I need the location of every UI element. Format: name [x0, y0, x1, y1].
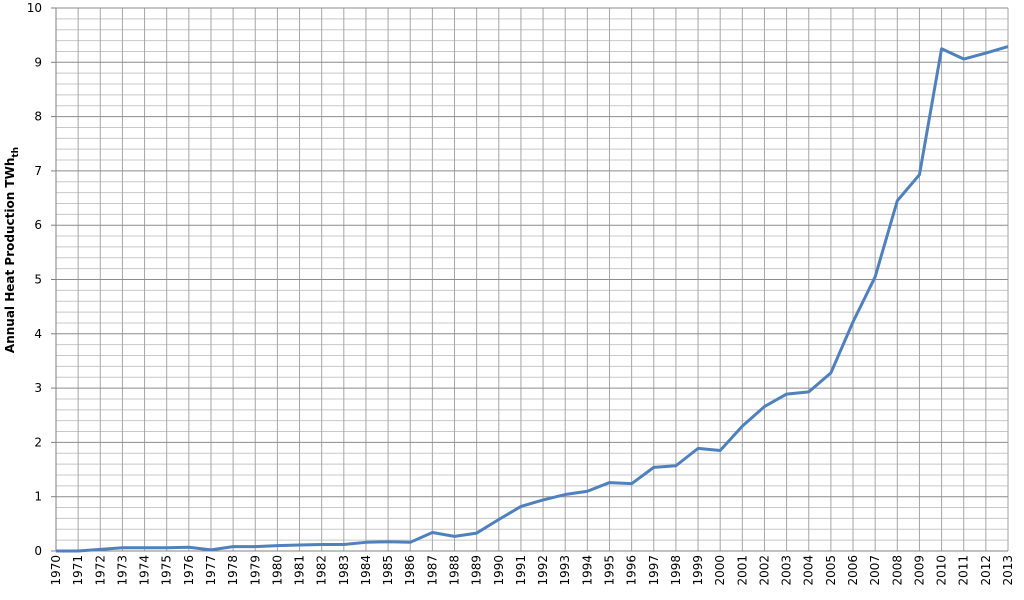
x-tick-label: 2010 [935, 555, 949, 586]
x-tick-label: 1986 [403, 555, 417, 586]
x-tick-label: 2013 [1001, 555, 1015, 586]
y-tick-label: 6 [34, 218, 42, 232]
y-axis-title: Annual Heat Production TWhth [3, 147, 21, 353]
y-tick-label: 9 [34, 55, 42, 69]
x-tick-label: 2003 [780, 555, 794, 586]
y-tick-label: 10 [27, 1, 42, 15]
x-tick-label: 1989 [470, 555, 484, 586]
x-tick-label: 2007 [868, 555, 882, 586]
x-tick-label: 1991 [514, 555, 528, 586]
x-tick-label: 1972 [93, 555, 107, 586]
y-tick-label: 3 [34, 381, 42, 395]
x-tick-label: 1976 [182, 555, 196, 586]
y-tick-label: 5 [34, 273, 42, 287]
x-tick-label: 1999 [691, 555, 705, 586]
x-tick-label: 2009 [912, 555, 926, 586]
y-tick-label: 1 [34, 490, 42, 504]
x-tick-label: 1974 [138, 555, 152, 586]
x-tick-label: 1993 [558, 555, 572, 586]
y-tick-label: 7 [34, 164, 42, 178]
y-axis-title-text: Annual Heat Production TWh [3, 158, 17, 353]
x-tick-label: 1994 [580, 555, 594, 586]
x-tick-label: 1995 [602, 555, 616, 586]
x-tick-label: 1973 [115, 555, 129, 586]
x-tick-label: 2012 [979, 555, 993, 586]
x-tick-label: 1985 [381, 555, 395, 586]
x-tick-label: 2002 [757, 555, 771, 586]
data-line [56, 45, 1009, 553]
x-tick-label: 1981 [293, 555, 307, 586]
x-tick-label: 1990 [492, 555, 506, 586]
x-tick-label: 1980 [270, 555, 284, 586]
x-tick-label: 1987 [425, 555, 439, 586]
x-tick-label: 1997 [647, 555, 661, 586]
y-tick-label: 2 [34, 435, 42, 449]
x-tick-label: 2011 [957, 555, 971, 586]
x-tick-label: 1977 [204, 555, 218, 586]
x-tick-label: 2001 [735, 555, 749, 586]
x-tick-label: 1992 [536, 555, 550, 586]
x-tick-label: 1970 [49, 555, 63, 586]
x-tick-label: 1984 [359, 555, 373, 586]
x-tick-label: 1998 [669, 555, 683, 586]
x-tick-label: 1971 [71, 555, 85, 586]
x-tick-label: 1979 [248, 555, 262, 586]
x-tick-label: 2006 [846, 555, 860, 586]
y-axis-title-subscript: th [11, 147, 21, 158]
y-tick-label: 8 [34, 110, 42, 124]
x-tick-label: 1996 [625, 555, 639, 586]
y-tick-label: 0 [34, 544, 42, 558]
x-tick-label: 1982 [315, 555, 329, 586]
y-tick-label: 4 [34, 327, 42, 341]
x-tick-label: 2004 [802, 555, 816, 586]
x-tick-label: 1983 [337, 555, 351, 586]
x-tick-label: 1975 [160, 555, 174, 586]
x-tick-label: 2005 [824, 555, 838, 586]
x-tick-label: 1988 [448, 555, 462, 586]
x-tick-label: 1978 [226, 555, 240, 586]
x-tick-label: 2000 [713, 555, 727, 586]
x-tick-label: 2008 [890, 555, 904, 586]
